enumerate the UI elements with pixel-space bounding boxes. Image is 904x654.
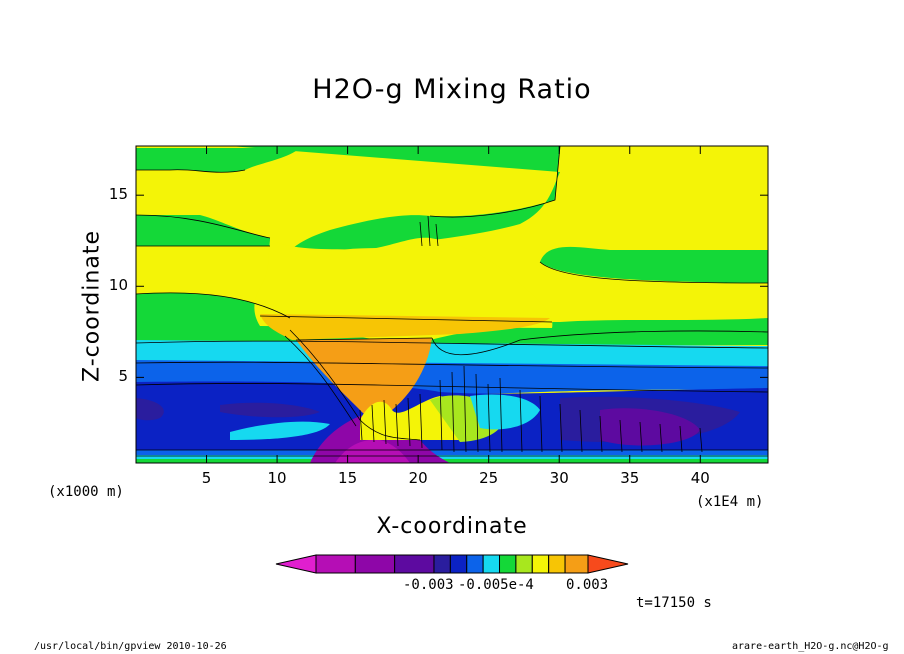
patch-purple-right [600, 408, 700, 446]
cone-orange [296, 338, 432, 417]
time-label: t=17150 s [636, 595, 712, 611]
x-axis-label: X-coordinate [376, 514, 528, 539]
colorbar-segment-2 [354, 554, 396, 574]
patch-navy-mid [220, 402, 320, 418]
x-tick-label: 20 [408, 469, 428, 487]
x-tick-label: 35 [620, 469, 640, 487]
y-tick-marks [136, 194, 768, 378]
streaks-cyan [470, 394, 540, 430]
band-green-top-2 [136, 215, 270, 246]
streak-cyan-left [230, 421, 330, 440]
footer-right: arare-earth_H2O-g.nc@H2O-g [732, 641, 889, 652]
colorbar-segment-4 [433, 554, 451, 574]
band-upper-green-left [136, 148, 300, 173]
y-tick-label: 5 [118, 367, 128, 386]
x-tick-label: 30 [549, 469, 569, 487]
colorbar-segment-5 [449, 554, 468, 574]
x-tick-label: 15 [338, 469, 358, 487]
band-upper-green-right [540, 246, 768, 283]
x-tick-label: 10 [267, 469, 287, 487]
x-tick-label: 40 [690, 469, 710, 487]
band-bottom-green [136, 459, 768, 463]
chart-title: H2O-g Mixing Ratio [312, 74, 592, 105]
band-bottom-blue [136, 450, 768, 456]
band-green-top [230, 146, 560, 268]
contour-field [136, 146, 768, 463]
anvil-pale-yellow [254, 237, 553, 328]
colorbar-segment-3 [394, 554, 435, 574]
colorbar [275, 554, 629, 574]
colorbar-label-3: 0.003 [566, 577, 609, 593]
y-axis-label: Z-coordinate [79, 230, 105, 382]
contour-lines [136, 146, 768, 457]
plot-frame [135, 145, 769, 464]
colorbar-label-2: -0.005e-4 [458, 577, 534, 593]
colorbar-high-triangle [587, 554, 629, 574]
colorbar-segment-6 [466, 554, 484, 574]
footer-left: /usr/local/bin/gpview 2010-10-26 [34, 641, 227, 652]
patch-navy-left [136, 398, 164, 421]
colorbar-segment-10 [531, 554, 550, 574]
y-tick-label: 10 [108, 276, 128, 295]
colorbar-low-triangle [275, 554, 317, 574]
x-unit-left: (x1000 m) [48, 484, 124, 500]
colorbar-label-1: -0.003 [403, 577, 454, 593]
y-tick-label: 15 [108, 185, 128, 204]
x-tick-label: 25 [479, 469, 499, 487]
colorbar-segment-8 [499, 554, 517, 574]
x-unit-right: (x1E4 m) [696, 494, 764, 510]
colorbar-segment-12 [564, 554, 589, 574]
x-tick-label: 5 [201, 469, 212, 487]
colorbar-segment-9 [515, 554, 533, 574]
colorbar-segment-1 [315, 554, 356, 574]
colorbar-segment-11 [548, 554, 566, 574]
colorbar-segment-7 [482, 554, 501, 574]
patch-magenta-core [335, 439, 410, 463]
band-bottom-cyan [136, 455, 768, 459]
x-tick-marks [206, 146, 701, 463]
